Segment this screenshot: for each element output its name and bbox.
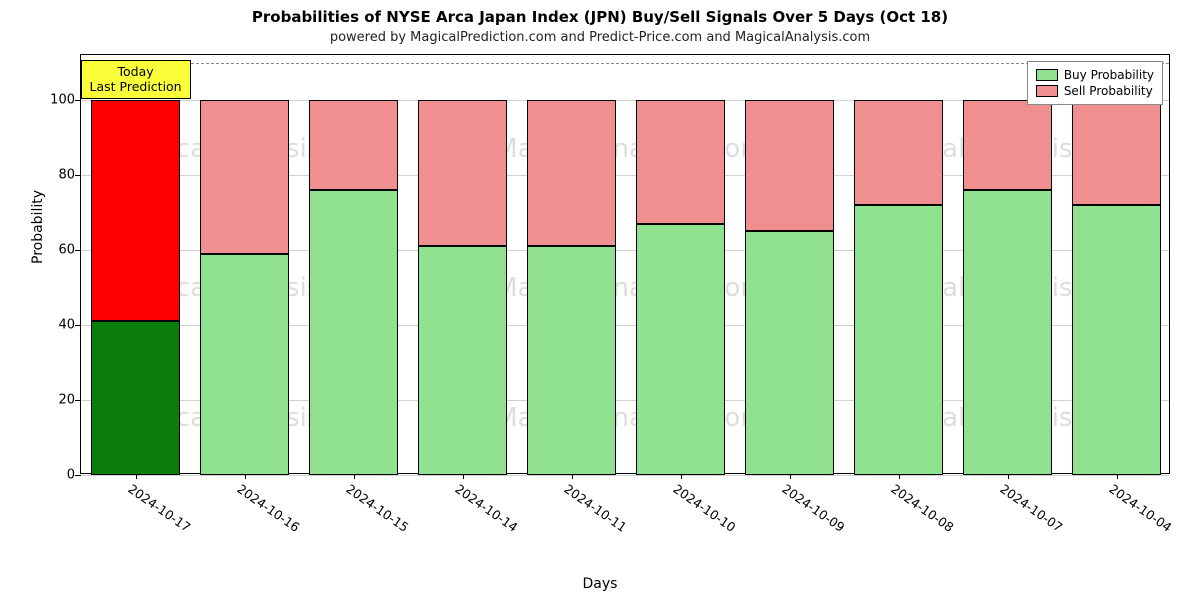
- sell-bar: [309, 100, 398, 190]
- bar-slot: [963, 55, 1052, 473]
- annotation-line1: Today: [90, 64, 182, 80]
- xtick-label: 2024-10-16: [234, 481, 302, 535]
- buy-bar: [527, 246, 616, 475]
- today-annotation: TodayLast Prediction: [81, 60, 191, 99]
- bar-slot: [745, 55, 834, 473]
- legend-label: Buy Probability: [1064, 68, 1154, 82]
- bar-slot: [200, 55, 289, 473]
- legend-item: Sell Probability: [1036, 83, 1154, 99]
- sell-bar: [200, 100, 289, 254]
- annotation-line2: Last Prediction: [90, 79, 182, 95]
- xtick-label: 2024-10-15: [343, 481, 411, 535]
- bar-slot: [636, 55, 725, 473]
- legend-swatch: [1036, 69, 1058, 81]
- xtick-label: 2024-10-10: [670, 481, 738, 535]
- xtick-label: 2024-10-08: [888, 481, 956, 535]
- xtick-label: 2024-10-17: [125, 481, 193, 535]
- legend-swatch: [1036, 85, 1058, 97]
- xtick-label: 2024-10-09: [779, 481, 847, 535]
- bar-slot: [527, 55, 616, 473]
- ytick-label: 20: [58, 393, 81, 408]
- chart-title: Probabilities of NYSE Arca Japan Index (…: [0, 0, 1200, 26]
- y-axis-label: Probability: [30, 190, 46, 264]
- sell-bar: [91, 100, 180, 321]
- bar-slot: [418, 55, 507, 473]
- sell-bar: [963, 100, 1052, 190]
- chart-subtitle: powered by MagicalPrediction.com and Pre…: [0, 26, 1200, 45]
- buy-bar: [91, 321, 180, 475]
- bar-slot: [1072, 55, 1161, 473]
- xtick-label: 2024-10-11: [561, 481, 629, 535]
- sell-bar: [636, 100, 725, 224]
- buy-bar: [309, 190, 398, 475]
- sell-bar: [1072, 100, 1161, 205]
- xtick-label: 2024-10-04: [1106, 481, 1174, 535]
- bar-slot: [91, 55, 180, 473]
- buy-bar: [636, 224, 725, 475]
- buy-bar: [854, 205, 943, 475]
- buy-bar: [418, 246, 507, 475]
- legend-label: Sell Probability: [1064, 84, 1153, 98]
- buy-bar: [200, 254, 289, 475]
- legend: Buy Probability Sell Probability: [1027, 61, 1163, 105]
- ytick-label: 80: [58, 168, 81, 183]
- ytick-label: 40: [58, 318, 81, 333]
- xtick-label: 2024-10-07: [997, 481, 1065, 535]
- sell-bar: [745, 100, 834, 231]
- ytick-label: 0: [67, 468, 81, 483]
- sell-bar: [854, 100, 943, 205]
- plot-wrap: 020406080100MagicalAnalysis.comMagicalAn…: [80, 54, 1170, 474]
- ytick-label: 100: [50, 93, 81, 108]
- sell-bar: [418, 100, 507, 246]
- buy-bar: [745, 231, 834, 475]
- sell-bar: [527, 100, 616, 246]
- buy-bar: [1072, 205, 1161, 475]
- xtick-label: 2024-10-14: [452, 481, 520, 535]
- legend-item: Buy Probability: [1036, 67, 1154, 83]
- ytick-label: 60: [58, 243, 81, 258]
- bar-slot: [854, 55, 943, 473]
- bar-slot: [309, 55, 398, 473]
- buy-bar: [963, 190, 1052, 475]
- plot-area: 020406080100MagicalAnalysis.comMagicalAn…: [80, 54, 1170, 474]
- x-axis-label: Days: [583, 576, 618, 592]
